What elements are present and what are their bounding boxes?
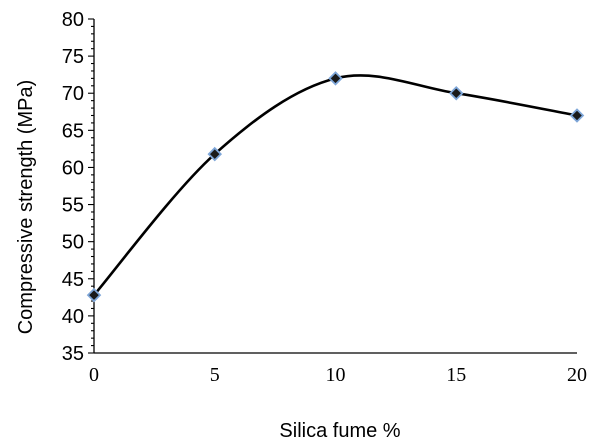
y-tick-label: 60 (62, 157, 84, 179)
y-tick-label: 55 (62, 195, 84, 217)
x-tick-label: 5 (210, 364, 220, 386)
x-axis-title: Silica fume % (279, 420, 400, 442)
data-point-marker (86, 287, 102, 303)
data-markers (86, 71, 585, 303)
data-point-marker (448, 85, 464, 101)
data-point-marker (328, 71, 343, 86)
y-tick-label: 50 (62, 232, 84, 254)
y-axis-title: Compressive strength (MPa) (15, 80, 37, 335)
y-tick-label: 75 (62, 46, 84, 68)
data-point-marker (207, 146, 223, 162)
x-tick-label: 15 (446, 364, 466, 386)
y-tick-label: 35 (62, 343, 84, 365)
y-tick-label: 70 (62, 83, 84, 105)
y-tick-label: 65 (62, 120, 84, 142)
x-axis-tick-labels: 0 5 10 15 20 (89, 364, 587, 386)
x-tick-label: 20 (567, 364, 587, 386)
x-tick-label: 0 (89, 364, 99, 386)
y-tick-label: 40 (62, 306, 84, 328)
y-tick-label: 45 (62, 269, 84, 291)
y-tick-label: 80 (62, 9, 84, 31)
x-tick-label: 10 (326, 364, 346, 386)
data-point-marker (569, 108, 585, 123)
series-line (93, 74, 578, 296)
y-axis-ticks (88, 18, 94, 354)
y-axis-tick-labels: 35 40 45 50 55 60 65 70 75 80 (62, 9, 84, 365)
